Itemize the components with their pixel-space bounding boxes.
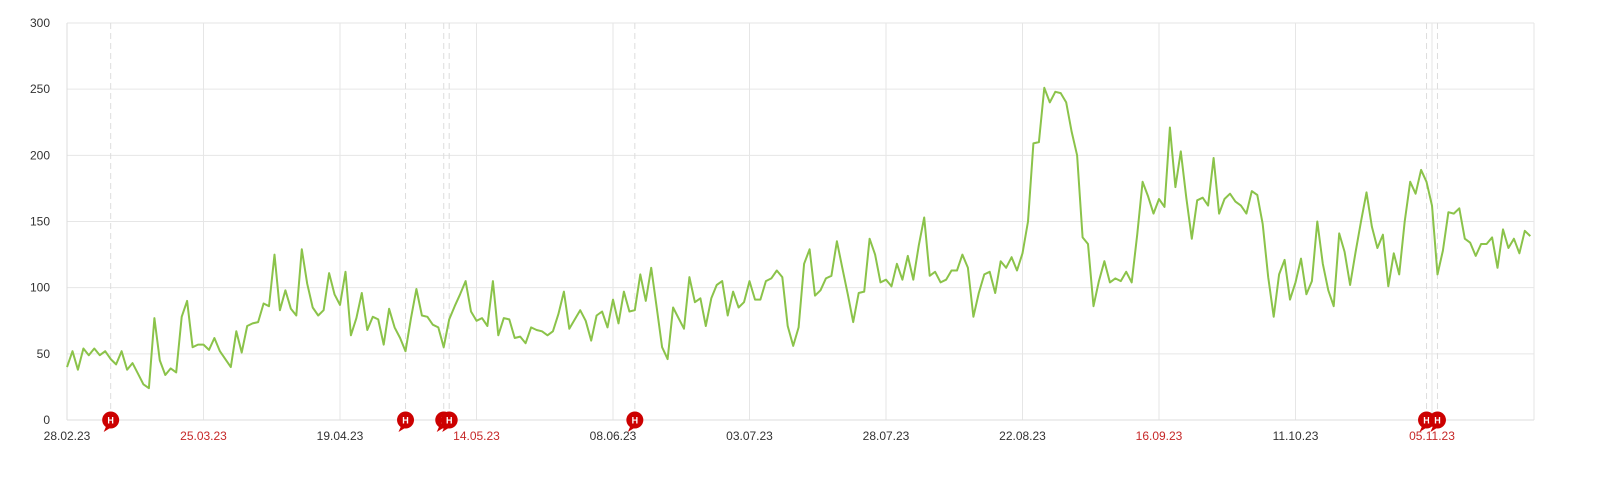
y-tick-label: 100 xyxy=(30,281,50,295)
annotation-label: H xyxy=(1434,416,1441,426)
y-axis: 0 50 100 150 200 250 300 xyxy=(30,16,50,427)
x-axis: 28.02.23 25.03.23 19.04.23 14.05.23 08.06.23… xyxy=(44,429,1456,443)
annotation-markers: HHHHHHH xyxy=(102,412,1446,433)
annotation-marker[interactable]: H xyxy=(102,412,119,433)
y-tick-label: 250 xyxy=(30,82,50,96)
annotation-label: H xyxy=(632,416,639,426)
x-tick-label: 28.07.23 xyxy=(863,429,910,443)
x-tick-label: 14.05.23 xyxy=(453,429,500,443)
y-tick-label: 150 xyxy=(30,215,50,229)
grid xyxy=(67,23,1534,420)
series xyxy=(67,88,1530,389)
x-tick-label: 11.10.23 xyxy=(1273,429,1319,443)
annotation-label: H xyxy=(446,416,453,426)
series-line xyxy=(67,88,1530,388)
x-tick-label: 05.11.23 xyxy=(1409,429,1455,443)
annotation-marker[interactable]: H xyxy=(397,412,414,433)
x-tick-label: 08.06.23 xyxy=(590,429,637,443)
x-tick-label: 22.08.23 xyxy=(999,429,1046,443)
x-tick-label: 28.02.23 xyxy=(44,429,91,443)
annotation-label: H xyxy=(402,416,409,426)
annotation-label: H xyxy=(1423,416,1430,426)
y-tick-label: 200 xyxy=(30,148,50,162)
annotation-label: H xyxy=(107,416,114,426)
y-tick-label: 300 xyxy=(30,16,50,30)
y-tick-label: 50 xyxy=(37,347,51,361)
x-tick-label: 19.04.23 xyxy=(317,429,364,443)
x-tick-label: 25.03.23 xyxy=(180,429,227,443)
x-tick-label: 03.07.23 xyxy=(726,429,773,443)
x-tick-label: 16.09.23 xyxy=(1136,429,1183,443)
y-tick-label: 0 xyxy=(43,413,50,427)
